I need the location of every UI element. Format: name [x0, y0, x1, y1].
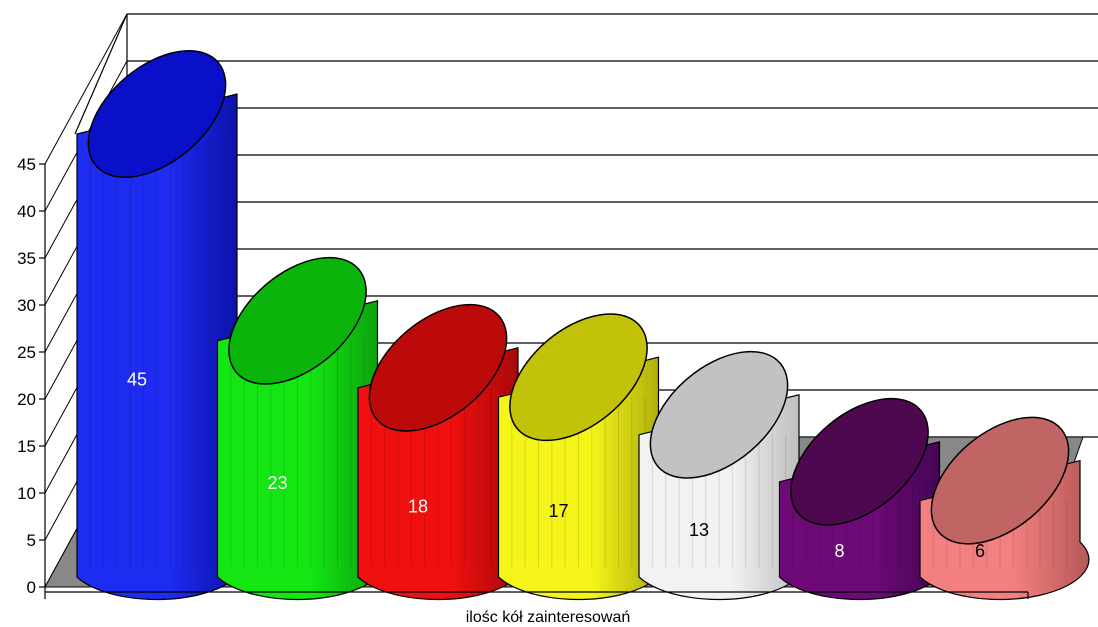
- bar-6: 6: [919, 416, 1090, 601]
- bar-top-ellipse: [368, 303, 508, 432]
- y-tick-label: 10: [17, 484, 36, 503]
- y-tick-label: 30: [17, 296, 36, 315]
- y-tick-label: 45: [17, 155, 36, 174]
- bar-value-label: 13: [689, 520, 709, 540]
- bar-top-ellipse: [930, 416, 1070, 545]
- bar-0: 45: [76, 50, 247, 601]
- y-tick-label: 25: [17, 343, 36, 362]
- bar-5: 8: [778, 397, 950, 601]
- bar-3: 17: [497, 313, 669, 601]
- side-wall-top-edge: [74, 13, 128, 135]
- bar-4: 13: [638, 350, 809, 601]
- bar-top-ellipse: [509, 313, 648, 442]
- side-gridline: [44, 13, 128, 165]
- y-tick-label: 35: [17, 249, 36, 268]
- bar-top-ellipse: [649, 350, 789, 479]
- bar-value-label: 6: [975, 541, 985, 561]
- bar-value-label: 17: [548, 501, 568, 521]
- y-tick-label: 0: [27, 578, 36, 597]
- y-tick-label: 40: [17, 202, 36, 221]
- bar-top-ellipse: [790, 397, 929, 526]
- bar-value-label: 23: [267, 473, 287, 493]
- bar-2: 18: [357, 303, 528, 601]
- bar-top-ellipse: [87, 50, 227, 178]
- bar-top-ellipse: [228, 256, 367, 385]
- y-tick-label: 15: [17, 437, 36, 456]
- y-tick-label: 20: [17, 390, 36, 409]
- bar-value-label: 8: [834, 541, 844, 561]
- bar-value-label: 18: [408, 496, 428, 516]
- x-axis: ilośc kół zainteresowań: [44, 591, 1029, 626]
- y-axis: 0 5 10 15 20 25 30 35 40 45: [17, 155, 46, 597]
- bar-value-label: 45: [127, 370, 147, 390]
- y-tick-label: 5: [27, 531, 36, 550]
- bars: 45 23 18 17 13 8 6: [76, 50, 1090, 601]
- x-axis-label: ilośc kół zainteresowań: [466, 609, 631, 626]
- bar-1: 23: [216, 256, 388, 601]
